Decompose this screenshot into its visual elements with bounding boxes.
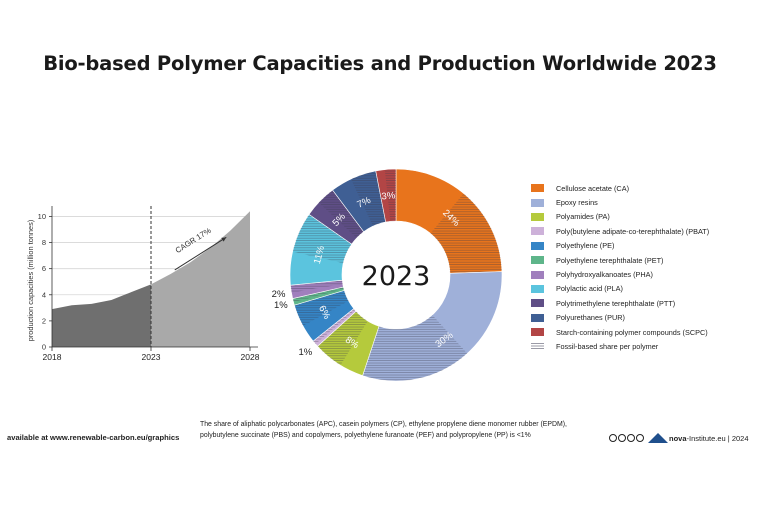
legend-label: Polylactic acid (PLA) — [556, 284, 623, 294]
legend-item: Epoxy resins — [531, 195, 756, 209]
legend-item: Polytrimethylene terephthalate (PTT) — [531, 296, 756, 310]
legend-item-hatch: Fossil-based share per polymer — [531, 339, 756, 353]
footnote-line-1: The share of aliphatic polycarbonates (A… — [200, 421, 567, 428]
legend-item: Poly(butylene adipate-co-terephthalate) … — [531, 224, 756, 238]
credit-text: -Institute.eu | 2024 — [686, 433, 749, 443]
legend-label: Fossil-based share per polymer — [556, 341, 659, 351]
y-tick-label: 4 — [42, 290, 46, 299]
fossil-share-overlay — [294, 290, 349, 326]
legend-item: Starch-containing polymer compounds (SCP… — [531, 325, 756, 339]
legend-label: Polyhydroxyalkanoates (PHA) — [556, 270, 653, 280]
legend-label: Polyethylene (PE) — [556, 241, 615, 251]
legend-swatch — [531, 313, 544, 322]
fossil-share-overlay — [318, 190, 364, 239]
slice-label: 2% — [272, 289, 286, 300]
legend-swatch — [531, 227, 544, 236]
footnote-line-2: polybutylene succinate (PBS) and copolym… — [200, 431, 531, 439]
slice-label: 1% — [299, 347, 313, 358]
legend-label: Cellulose acetate (CA) — [556, 183, 630, 193]
x-tick-label: 2023 — [142, 352, 161, 362]
donut-center-label: 2023 — [362, 261, 431, 292]
legend-swatch — [531, 299, 544, 308]
fossil-share-overlay — [292, 214, 352, 264]
legend-label: Polyurethanes (PUR) — [556, 313, 625, 323]
footnote: The share of aliphatic polycarbonates (A… — [200, 420, 580, 441]
legend-swatch — [531, 328, 544, 337]
legend-swatch — [531, 284, 544, 293]
legend-item: Cellulose acetate (CA) — [531, 181, 756, 195]
slice-label: 3% — [381, 190, 396, 202]
fossil-share-overlay — [350, 170, 386, 227]
legend-label: Polytrimethylene terephthalate (PTT) — [556, 298, 676, 308]
y-axis-label: production capacities (million tonnes) — [26, 220, 35, 342]
fossil-share-overlay — [384, 169, 396, 222]
legend-label: Starch-containing polymer compounds (SCP… — [556, 327, 708, 337]
legend-item: Polyurethanes (PUR) — [531, 311, 756, 325]
cagr-arrow-line — [174, 236, 227, 271]
legend-swatch-hatch — [531, 343, 544, 350]
historical-area — [52, 284, 151, 347]
y-tick-label: 8 — [42, 238, 46, 247]
nova-logo-icon — [648, 433, 668, 443]
legend-swatch — [531, 256, 544, 265]
y-tick-label: 10 — [38, 212, 46, 221]
legend-item: Polylactic acid (PLA) — [531, 282, 756, 296]
x-tick-label: 2018 — [43, 352, 62, 362]
creative-commons-icon — [609, 434, 645, 442]
legend-item: Polyamides (PA) — [531, 210, 756, 224]
slice-label: 7% — [356, 195, 374, 211]
page-title: Bio-based Polymer Capacities and Product… — [43, 52, 717, 75]
legend-label: Poly(butylene adipate-co-terephthalate) … — [556, 226, 710, 236]
y-tick-label: 2 — [42, 316, 46, 325]
legend-label: Epoxy resins — [556, 198, 598, 208]
legend-item: Polyhydroxyalkanoates (PHA) — [531, 267, 756, 281]
x-tick-label: 2028 — [241, 352, 260, 362]
y-tick-label: 6 — [42, 264, 46, 273]
credits: nova -Institute.eu | 2024 — [609, 433, 749, 443]
source-link[interactable]: available at www.renewable-carbon.eu/gra… — [7, 433, 180, 442]
legend-label: Polyamides (PA) — [556, 212, 610, 222]
legend-swatch — [531, 212, 544, 221]
fossil-share-overlay — [430, 193, 502, 274]
fossil-share-overlay — [362, 314, 468, 382]
donut-legend: Cellulose acetate (CA) Epoxy resins Polyam… — [531, 181, 756, 354]
slice-label: 11% — [312, 244, 327, 265]
fossil-share-overlay — [317, 311, 368, 366]
legend-item: Polyethylene terephthalate (PET) — [531, 253, 756, 267]
legend-swatch — [531, 270, 544, 279]
legend-swatch — [531, 198, 544, 207]
brand-name: nova — [669, 433, 687, 443]
fossil-share-overlay — [290, 280, 343, 293]
legend-label: Polyethylene terephthalate (PET) — [556, 255, 664, 265]
forecast-area — [151, 211, 250, 347]
y-tick-label: 0 — [42, 343, 46, 352]
slice-label: 1% — [274, 300, 288, 311]
legend-swatch — [531, 241, 544, 250]
cagr-arrow-head — [221, 237, 227, 242]
legend-swatch — [531, 184, 544, 193]
fossil-share-overlay — [313, 308, 355, 344]
fossil-share-overlay — [292, 287, 344, 303]
legend-item: Polyethylene (PE) — [531, 239, 756, 253]
